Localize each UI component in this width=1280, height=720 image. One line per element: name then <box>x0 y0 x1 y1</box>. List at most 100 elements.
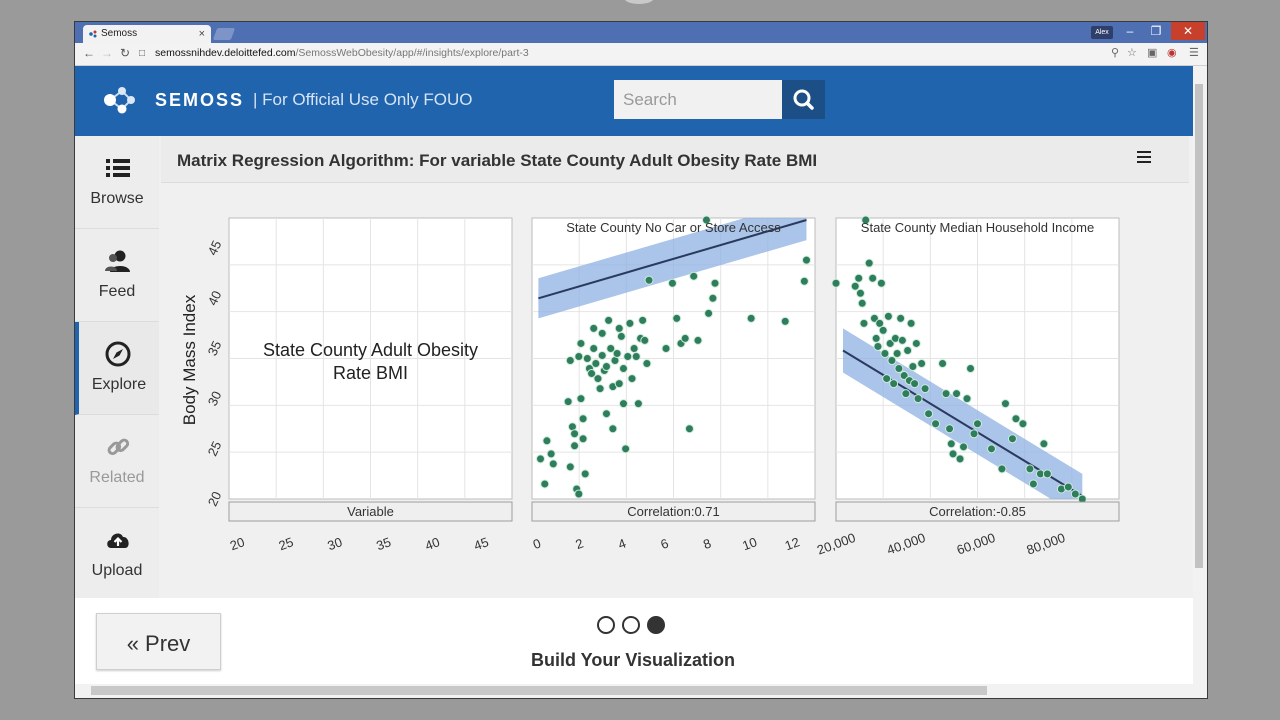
data-point <box>973 419 982 429</box>
y-tick-label: 25 <box>205 439 225 458</box>
data-point <box>593 374 603 384</box>
data-point <box>548 459 558 469</box>
sidebar-item-explore[interactable]: Explore <box>75 322 159 415</box>
data-point <box>623 351 633 361</box>
data-point <box>570 429 580 439</box>
data-point <box>871 333 881 343</box>
forward-arrow-icon[interactable]: → <box>101 46 113 60</box>
x-tick-label: 40,000 <box>885 530 927 558</box>
data-point <box>536 454 546 464</box>
data-point <box>876 278 886 288</box>
sidebar-item-upload[interactable]: Upload <box>75 508 159 601</box>
x-tick-label: 45 <box>472 534 491 553</box>
x-tick-label: 30 <box>325 534 344 553</box>
data-point <box>640 335 650 345</box>
url-host: semossnihdev.deloittefed.com <box>155 47 296 59</box>
data-point <box>680 333 690 343</box>
data-point <box>901 389 911 399</box>
new-tab-button[interactable] <box>212 28 236 40</box>
zoom-icon[interactable]: ⚲ <box>1111 47 1120 59</box>
sidebar-item-label: Feed <box>98 283 136 300</box>
bookmark-star-icon[interactable]: ☆ <box>1127 47 1137 59</box>
data-point <box>710 278 720 288</box>
data-point <box>952 389 962 399</box>
close-window-button[interactable]: ✕ <box>1171 22 1205 40</box>
data-point <box>896 313 906 323</box>
data-point <box>578 434 588 444</box>
horizontal-scroll-thumb[interactable] <box>91 686 987 695</box>
data-point <box>672 313 682 323</box>
data-point <box>913 394 923 404</box>
sidebar-item-feed[interactable]: Feed <box>75 229 159 322</box>
maximize-button[interactable]: ❐ <box>1150 24 1162 38</box>
vertical-scroll-thumb[interactable] <box>1195 84 1203 568</box>
data-point <box>962 394 972 404</box>
data-point <box>627 374 637 384</box>
x-tick-label: 0 <box>531 535 543 552</box>
data-point <box>597 328 607 338</box>
data-point <box>582 354 592 363</box>
data-point <box>1070 489 1080 499</box>
cloud-upload-icon <box>107 533 129 548</box>
semoss-favicon-icon <box>89 30 97 38</box>
extension-icon[interactable]: ▣ <box>1147 47 1158 59</box>
data-point <box>897 335 907 345</box>
tab-close-icon[interactable]: × <box>198 28 205 40</box>
x-tick-label: 25 <box>277 534 296 553</box>
search-input[interactable] <box>614 80 782 119</box>
data-point <box>875 318 885 328</box>
app-header: SEMOSS | For Official Use Only FOUO <box>75 66 1193 136</box>
page-icon: □ <box>139 48 146 59</box>
step-dot-1[interactable] <box>597 616 615 634</box>
sidebar-item-browse[interactable]: Browse <box>75 136 159 229</box>
panel-strip-label: Correlation:0.71 <box>627 504 720 519</box>
data-point <box>642 359 652 369</box>
sidebar: Browse Feed Explore Related <box>75 136 159 601</box>
browser-window: Semoss × Alex – ❐ ✕ ← → ↻ □ semossnihdev… <box>74 21 1208 699</box>
data-point <box>614 323 624 333</box>
browser-menu-icon[interactable]: ☰ <box>1189 47 1199 59</box>
y-tick-label: 35 <box>205 339 225 358</box>
step-dot-3[interactable] <box>647 616 665 634</box>
data-point <box>540 479 550 489</box>
extension-red-icon[interactable]: ◉ <box>1167 47 1177 59</box>
data-point <box>638 315 648 325</box>
data-point <box>799 276 809 286</box>
browser-tab[interactable]: Semoss × <box>83 25 211 43</box>
confidence-band <box>842 328 1083 499</box>
x-tick-label: 20 <box>228 534 247 553</box>
x-tick-label: 12 <box>783 534 802 553</box>
minimize-button[interactable]: – <box>1126 24 1134 38</box>
data-point <box>576 394 586 404</box>
data-point <box>931 419 941 429</box>
back-arrow-icon[interactable]: ← <box>83 46 95 60</box>
data-point <box>857 298 867 308</box>
panel-strip-title: State County Median Household Income <box>861 220 1094 235</box>
user-badge[interactable]: Alex <box>1091 26 1113 39</box>
data-point <box>801 255 811 265</box>
url-field[interactable]: semossnihdev.deloittefed.com/SemossWebOb… <box>155 47 529 59</box>
data-point <box>882 374 892 384</box>
y-tick-label: 30 <box>205 389 225 408</box>
data-point <box>906 318 916 328</box>
data-point <box>601 362 611 372</box>
compass-icon <box>105 341 131 367</box>
data-point <box>565 356 575 366</box>
step-dot-2[interactable] <box>622 616 640 634</box>
reload-icon[interactable]: ↻ <box>120 46 131 60</box>
x-tick-label: 60,000 <box>955 530 997 558</box>
panel-strip-label: Variable <box>347 504 394 519</box>
data-point <box>894 364 904 374</box>
panel-bottom-strip <box>531 501 816 522</box>
data-point <box>883 311 893 321</box>
data-point <box>1025 464 1035 474</box>
prev-button[interactable]: « Prev <box>96 613 221 670</box>
data-point <box>959 442 969 452</box>
data-point <box>565 462 575 472</box>
hamburger-menu-icon[interactable] <box>1137 151 1151 163</box>
chart-root: State County Adult Obesity Rate BMI Variab… <box>180 215 1120 558</box>
search-button[interactable] <box>782 80 825 119</box>
footer-nav: « Prev Build Your Visualization <box>75 598 1193 684</box>
data-point <box>591 359 601 369</box>
sidebar-item-related[interactable]: Related <box>75 415 159 508</box>
